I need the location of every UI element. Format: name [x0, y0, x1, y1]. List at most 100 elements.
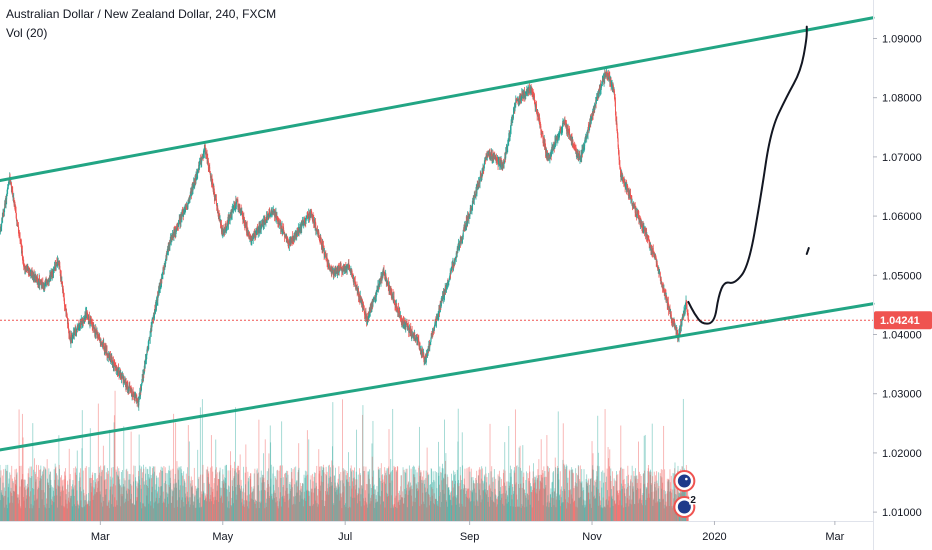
volume-bar	[364, 501, 366, 521]
volume-bar	[291, 478, 293, 521]
volume-bar	[161, 486, 163, 521]
volume-bar	[287, 470, 289, 521]
volume-bar	[664, 494, 666, 521]
volume-bar	[504, 470, 506, 521]
volume-bar	[320, 481, 322, 521]
volume-bar	[523, 483, 524, 521]
volume-bar	[138, 476, 140, 521]
volume-bar	[623, 478, 625, 521]
volume-bar	[361, 485, 363, 521]
volume-bar	[198, 507, 200, 521]
volume-bar	[270, 464, 272, 521]
volume-bar	[404, 494, 406, 521]
candle-body	[162, 269, 164, 275]
volume-bar	[517, 506, 519, 521]
volume-bar	[639, 471, 640, 521]
volume-bar	[542, 505, 544, 521]
volume-bar	[467, 488, 469, 521]
volume-bar	[114, 506, 116, 521]
volume-bar	[409, 487, 411, 521]
volume-bar	[37, 486, 39, 521]
volume-bar	[681, 466, 683, 521]
volume-bar	[261, 490, 263, 521]
volume-bar	[449, 495, 451, 521]
volume-bar	[591, 491, 593, 521]
volume-bar	[431, 495, 433, 521]
volume-bar	[346, 479, 347, 521]
volume-bar	[42, 489, 44, 521]
volume-bar	[403, 497, 405, 521]
volume-bar	[668, 479, 670, 521]
volume-bar	[443, 477, 444, 521]
candle-body	[55, 265, 56, 267]
volume-bar	[633, 475, 635, 521]
volume-bar	[52, 496, 54, 521]
volume-bar	[105, 472, 107, 521]
volume-bar	[198, 488, 200, 521]
volume-bar	[679, 469, 681, 521]
volume-bar	[338, 466, 340, 521]
volume-bar	[121, 496, 123, 521]
volume-bar	[553, 471, 555, 521]
volume-bar	[188, 441, 190, 521]
volume-bar	[230, 451, 231, 521]
volume-bar	[503, 505, 505, 521]
volume-bar	[564, 469, 566, 521]
volume-bar	[476, 470, 478, 521]
volume-bar	[250, 473, 252, 521]
volume-bar	[603, 507, 605, 521]
candle-body	[236, 202, 237, 205]
candle-body	[312, 214, 314, 222]
volume-bar	[336, 489, 338, 521]
volume-bar	[317, 504, 319, 521]
volume-bar	[471, 492, 473, 521]
volume-bar	[571, 467, 573, 521]
volume-bar	[550, 488, 552, 521]
volume-bar	[65, 494, 67, 521]
volume-bar	[682, 398, 684, 521]
volume-bar	[112, 483, 114, 521]
volume-bar	[257, 473, 259, 521]
volume-bar	[554, 491, 556, 521]
volume-bar	[174, 478, 176, 521]
candle-body	[385, 275, 387, 278]
volume-bar	[430, 501, 432, 521]
volume-bar	[499, 500, 501, 521]
volume-bar	[29, 466, 31, 521]
volume-bar	[163, 483, 165, 521]
volume-bar	[487, 501, 489, 521]
volume-bar	[78, 480, 80, 521]
volume-bar	[619, 500, 621, 521]
candle-body	[19, 235, 21, 242]
volume-bar	[184, 482, 186, 521]
volume-bar	[570, 494, 572, 521]
volume-bar	[568, 490, 570, 521]
volume-bar	[338, 484, 339, 521]
volume-bar	[551, 482, 553, 521]
volume-bar	[658, 485, 660, 521]
volume-bar	[303, 499, 305, 521]
volume-bar	[418, 426, 420, 521]
volume-bar	[461, 432, 463, 521]
volume-bar	[672, 505, 674, 521]
volume-bar	[197, 499, 199, 521]
volume-bar	[39, 477, 41, 521]
volume-bar	[542, 473, 544, 521]
volume-bar	[460, 475, 462, 521]
volume-bar	[144, 506, 146, 521]
volume-bar	[598, 496, 600, 521]
volume-bar	[432, 471, 434, 521]
volume-bar	[87, 500, 89, 521]
volume-bar	[285, 477, 287, 521]
volume-bar	[584, 507, 586, 521]
volume-bar	[416, 484, 418, 521]
volume-bar	[440, 472, 442, 521]
volume-bar	[421, 482, 423, 521]
volume-bar	[162, 467, 164, 521]
volume-bar	[375, 495, 377, 521]
volume-bar	[485, 466, 487, 521]
volume-bar	[187, 497, 189, 521]
volume-bar	[485, 473, 487, 521]
volume-bar	[57, 479, 59, 521]
